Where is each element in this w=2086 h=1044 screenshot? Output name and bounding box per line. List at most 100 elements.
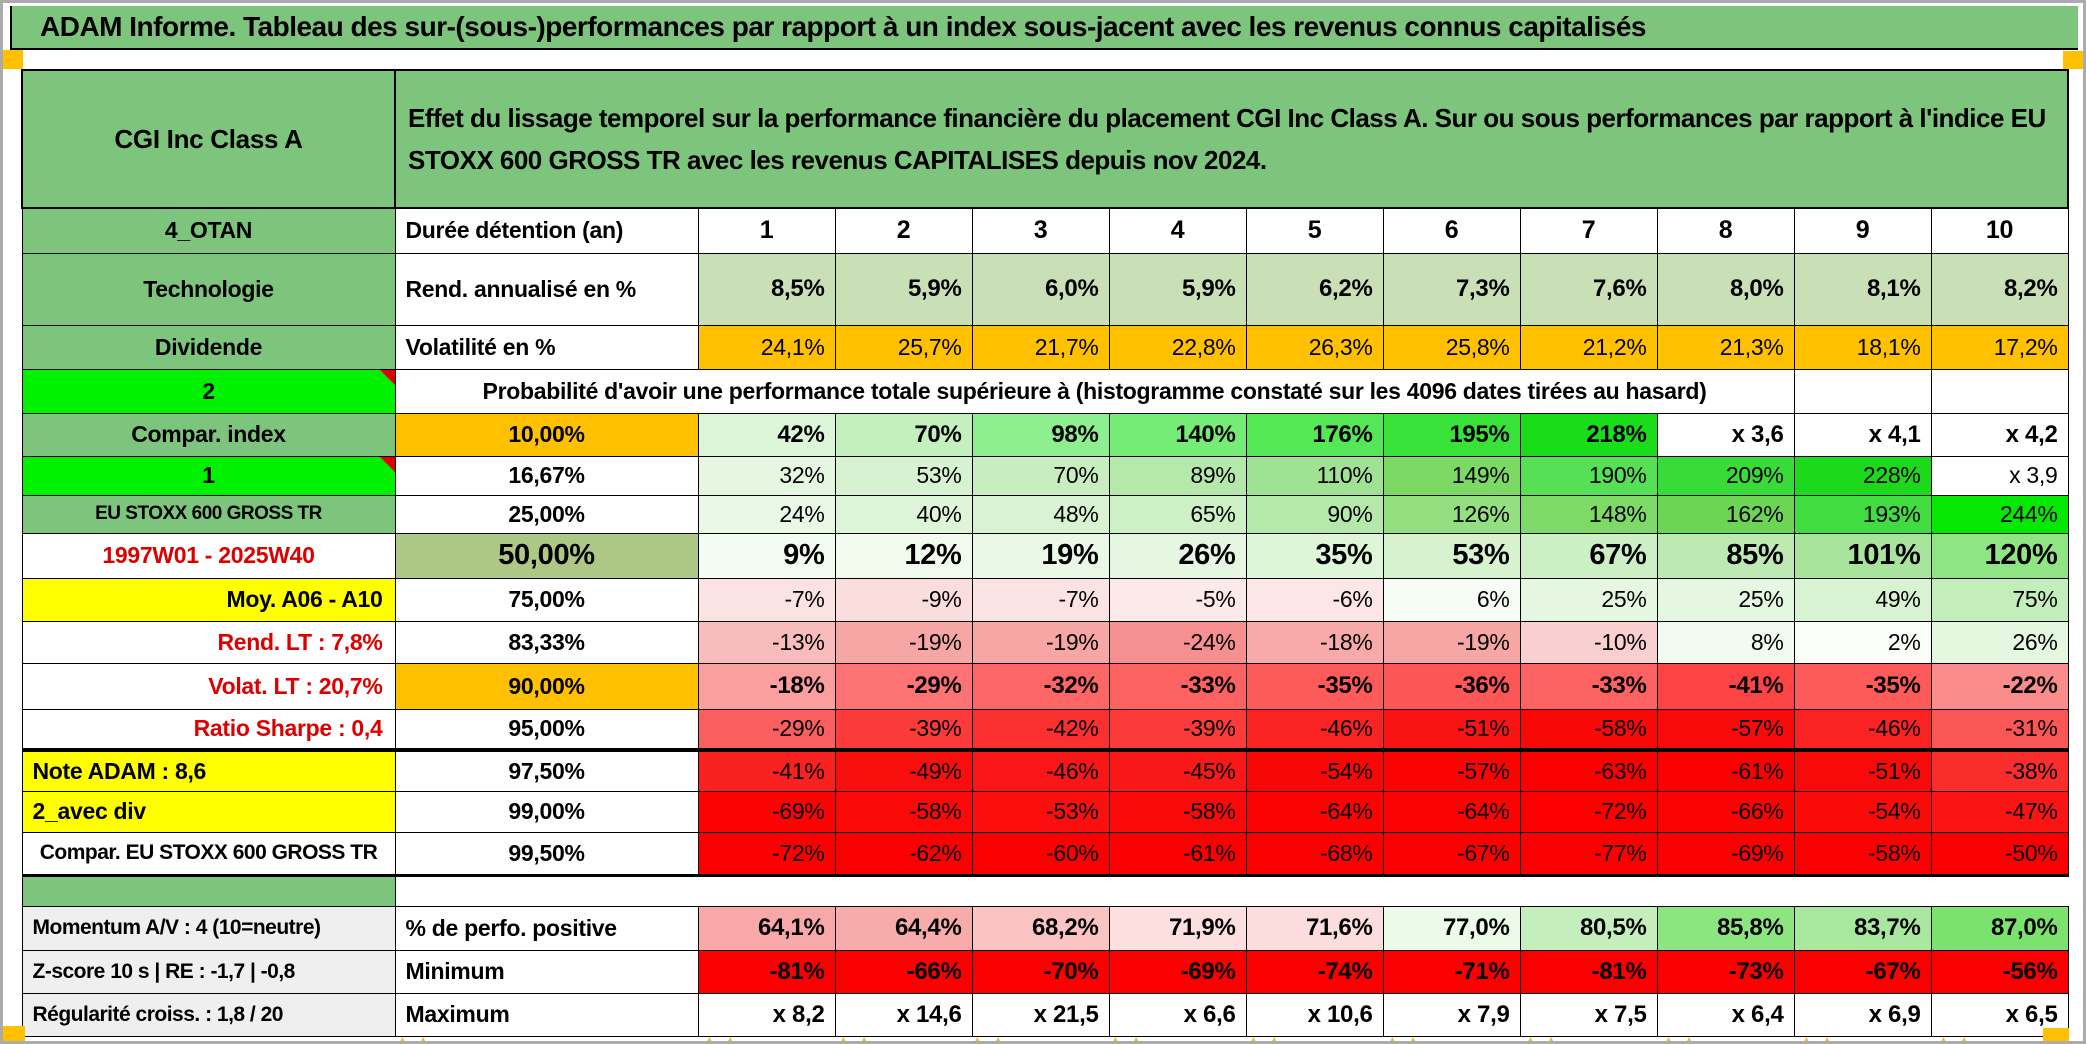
data-cell[interactable]: 42%: [697, 412, 836, 457]
row-label[interactable]: Z-score 10 s | RE : -1,7 | -0,8: [21, 949, 396, 994]
data-cell[interactable]: -50%: [1930, 831, 2069, 877]
data-cell[interactable]: -58%: [834, 790, 973, 833]
data-cell[interactable]: -46%: [971, 749, 1110, 792]
data-cell[interactable]: 8,1%: [1793, 252, 1932, 326]
data-cell[interactable]: -67%: [1793, 949, 1932, 994]
row-sublabel[interactable]: Rend. annualisé en %: [394, 252, 699, 326]
row-sublabel[interactable]: 50,00%: [394, 532, 699, 579]
data-cell[interactable]: 98%: [971, 412, 1110, 457]
row-label[interactable]: Ratio Sharpe : 0,4: [21, 708, 396, 752]
data-cell[interactable]: 26%: [1108, 532, 1247, 579]
row-label[interactable]: 2: [21, 368, 396, 414]
data-cell[interactable]: 18,1%: [1793, 324, 1932, 370]
data-cell[interactable]: 67%: [1519, 532, 1658, 579]
data-cell[interactable]: 2%: [1793, 620, 1932, 664]
data-cell[interactable]: -39%: [1108, 708, 1247, 752]
data-cell[interactable]: 64,4%: [834, 905, 973, 951]
data-cell[interactable]: 6,0%: [971, 252, 1110, 326]
data-cell[interactable]: 7,3%: [1382, 252, 1521, 326]
data-cell[interactable]: 10: [1930, 207, 2069, 254]
data-cell[interactable]: -39%: [834, 708, 973, 752]
data-cell[interactable]: 26%: [1930, 620, 2069, 664]
data-cell[interactable]: -41%: [697, 749, 836, 792]
data-cell[interactable]: 68,2%: [971, 905, 1110, 951]
data-cell[interactable]: -38%: [1930, 749, 2069, 792]
data-cell[interactable]: 6,2%: [1245, 252, 1384, 326]
row-label[interactable]: Note ADAM : 8,6: [21, 749, 396, 792]
row-label[interactable]: 1997W01 - 2025W40: [21, 532, 396, 579]
data-cell[interactable]: 21,3%: [1656, 324, 1795, 370]
row-label[interactable]: Compar. index: [21, 412, 396, 457]
data-cell[interactable]: 6%: [1382, 577, 1521, 622]
data-cell[interactable]: -49%: [834, 749, 973, 792]
data-cell[interactable]: 35%: [1245, 532, 1384, 579]
data-cell[interactable]: 22,8%: [1108, 324, 1247, 370]
data-cell[interactable]: -10%: [1519, 620, 1658, 664]
row-label[interactable]: Technologie: [21, 252, 396, 326]
data-cell[interactable]: 5,9%: [834, 252, 973, 326]
data-cell[interactable]: -61%: [1108, 831, 1247, 877]
data-cell[interactable]: -22%: [1930, 662, 2069, 710]
data-cell[interactable]: -64%: [1245, 790, 1384, 833]
data-cell[interactable]: x 3,9: [1930, 455, 2069, 496]
data-cell[interactable]: 71,6%: [1245, 905, 1384, 951]
data-cell[interactable]: x 14,6: [834, 992, 973, 1037]
data-cell[interactable]: -57%: [1382, 749, 1521, 792]
row-label[interactable]: [21, 874, 396, 907]
data-cell[interactable]: 209%: [1656, 455, 1795, 496]
data-cell[interactable]: 126%: [1382, 494, 1521, 534]
row-label[interactable]: Momentum A/V : 4 (10=neutre): [21, 905, 396, 951]
data-cell[interactable]: -73%: [1656, 949, 1795, 994]
data-cell[interactable]: 24,1%: [697, 324, 836, 370]
data-cell[interactable]: 17,2%: [1930, 324, 2069, 370]
data-cell[interactable]: x 7,9: [1382, 992, 1521, 1037]
row-label[interactable]: Volat. LT : 20,7%: [21, 662, 396, 710]
data-cell[interactable]: 244%: [1930, 494, 2069, 534]
row-sublabel[interactable]: Probabilité d'avoir une performance tota…: [394, 368, 1795, 414]
row-label[interactable]: CGI Inc Class A: [21, 69, 396, 209]
data-cell[interactable]: 90%: [1245, 494, 1384, 534]
data-cell[interactable]: 25%: [1656, 577, 1795, 622]
data-cell[interactable]: -69%: [1656, 831, 1795, 877]
data-cell[interactable]: -81%: [697, 949, 836, 994]
data-cell[interactable]: -19%: [834, 620, 973, 664]
data-cell[interactable]: -7%: [971, 577, 1110, 622]
row-sublabel[interactable]: 95,00%: [394, 708, 699, 752]
data-cell[interactable]: -19%: [1382, 620, 1521, 664]
data-cell[interactable]: -69%: [697, 790, 836, 833]
data-cell[interactable]: -61%: [1656, 749, 1795, 792]
data-cell[interactable]: -47%: [1930, 790, 2069, 833]
data-cell[interactable]: 8,5%: [697, 252, 836, 326]
data-cell[interactable]: 19%: [971, 532, 1110, 579]
data-cell[interactable]: 140%: [1108, 412, 1247, 457]
data-cell[interactable]: 70%: [971, 455, 1110, 496]
data-cell[interactable]: -62%: [834, 831, 973, 877]
data-cell[interactable]: -19%: [971, 620, 1110, 664]
data-cell[interactable]: 8,2%: [1930, 252, 2069, 326]
row-label[interactable]: Moy. A06 - A10: [21, 577, 396, 622]
data-cell[interactable]: 53%: [1382, 532, 1521, 579]
data-cell[interactable]: -31%: [1930, 708, 2069, 752]
data-cell[interactable]: x 4,1: [1793, 412, 1932, 457]
data-cell[interactable]: -35%: [1245, 662, 1384, 710]
data-cell[interactable]: -66%: [1656, 790, 1795, 833]
data-cell[interactable]: 176%: [1245, 412, 1384, 457]
data-cell[interactable]: -42%: [971, 708, 1110, 752]
data-cell[interactable]: -46%: [1793, 708, 1932, 752]
row-sublabel[interactable]: 97,50%: [394, 749, 699, 792]
data-cell[interactable]: 89%: [1108, 455, 1247, 496]
data-cell[interactable]: 65%: [1108, 494, 1247, 534]
data-cell[interactable]: -32%: [971, 662, 1110, 710]
data-cell[interactable]: 7: [1519, 207, 1658, 254]
data-cell[interactable]: 71,9%: [1108, 905, 1247, 951]
row-sublabel[interactable]: 25,00%: [394, 494, 699, 534]
data-cell[interactable]: 26,3%: [1245, 324, 1384, 370]
data-cell[interactable]: -29%: [697, 708, 836, 752]
data-cell[interactable]: 9: [1793, 207, 1932, 254]
row-sublabel[interactable]: 83,33%: [394, 620, 699, 664]
row-sublabel[interactable]: Effet du lissage temporel sur la perform…: [394, 69, 2069, 209]
data-cell[interactable]: -24%: [1108, 620, 1247, 664]
row-sublabel[interactable]: Minimum: [394, 949, 699, 994]
data-cell[interactable]: 87,0%: [1930, 905, 2069, 951]
data-cell[interactable]: 25%: [1519, 577, 1658, 622]
